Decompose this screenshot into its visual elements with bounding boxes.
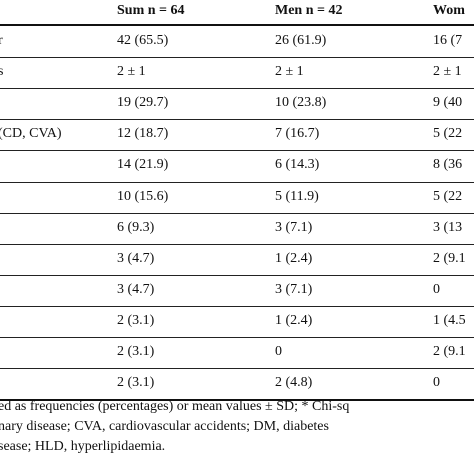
column-header-sum: Sum n = 64 [117, 3, 185, 18]
cell-women: 9 (40 [433, 95, 463, 111]
header-rule [0, 24, 474, 26]
row-label: r [0, 33, 3, 48]
column-header-women: Wom [433, 3, 465, 18]
row-divider [0, 119, 474, 121]
cell-men: 2 ± 1 [275, 64, 304, 80]
cell-sum: 10 (15.6) [117, 188, 169, 204]
cell-men: 10 (23.8) [275, 95, 327, 111]
cell-sum: 3 (4.7) [117, 281, 155, 297]
cell-women: 2 ± 1 [433, 64, 462, 80]
cell-sum: 2 (3.1) [117, 344, 155, 359]
row-divider [0, 212, 474, 214]
cell-sum: 2 ± 1 [117, 64, 146, 80]
cell-men: 3 (7.1) [275, 219, 313, 235]
row-label: (CD, CVA) [0, 126, 62, 142]
cell-men: 1 (2.4) [275, 250, 313, 266]
cell-men: 5 (11.9) [275, 188, 319, 204]
footnote-line-1: ed as frequencies (percentages) or mean … [0, 399, 350, 414]
row-divider [0, 305, 474, 307]
cell-women: 5 (22 [433, 188, 463, 204]
cell-women: 2 (9.1 [433, 250, 466, 266]
cell-women: 0 [433, 375, 440, 391]
cell-women: 0 [433, 281, 440, 297]
cell-men: 1 (2.4) [275, 312, 313, 328]
cell-sum: 6 (9.3) [117, 219, 155, 235]
cell-sum: 2 (3.1) [117, 312, 155, 328]
row-label: s [0, 64, 4, 80]
cell-sum: 12 (18.7) [117, 126, 169, 142]
table-bottom-rule [0, 399, 474, 402]
cell-women: 3 (13 [433, 219, 463, 235]
row-divider [0, 150, 474, 152]
cell-men: 0 [275, 344, 282, 359]
cell-women: 2 (9.1 [433, 344, 466, 359]
footnote-line-3: sease; HLD, hyperlipidaemia. [0, 439, 166, 454]
cell-sum: 19 (29.7) [117, 95, 169, 111]
footnote-line-2: nary disease; CVA, cardiovascular accide… [0, 419, 329, 434]
cell-sum: 14 (21.9) [117, 157, 169, 173]
row-divider [0, 57, 474, 59]
cell-sum: 3 (4.7) [117, 250, 155, 266]
row-divider [0, 274, 474, 276]
column-header-men: Men n = 42 [275, 3, 343, 18]
row-divider [0, 368, 474, 370]
cell-men: 7 (16.7) [275, 126, 320, 142]
cell-women: 5 (22 [433, 126, 463, 142]
cell-men: 3 (7.1) [275, 281, 313, 297]
row-divider [0, 88, 474, 90]
cell-women: 1 (4.5 [433, 312, 466, 328]
cell-sum: 42 (65.5) [117, 33, 169, 48]
cell-men: 26 (61.9) [275, 33, 327, 48]
cell-sum: 2 (3.1) [117, 375, 155, 391]
cell-women: 16 (7 [433, 33, 463, 48]
cell-women: 8 (36 [433, 157, 463, 173]
row-divider [0, 337, 474, 338]
cell-men: 6 (14.3) [275, 157, 320, 173]
row-divider [0, 243, 474, 245]
row-divider [0, 181, 474, 183]
cell-men: 2 (4.8) [275, 375, 313, 391]
